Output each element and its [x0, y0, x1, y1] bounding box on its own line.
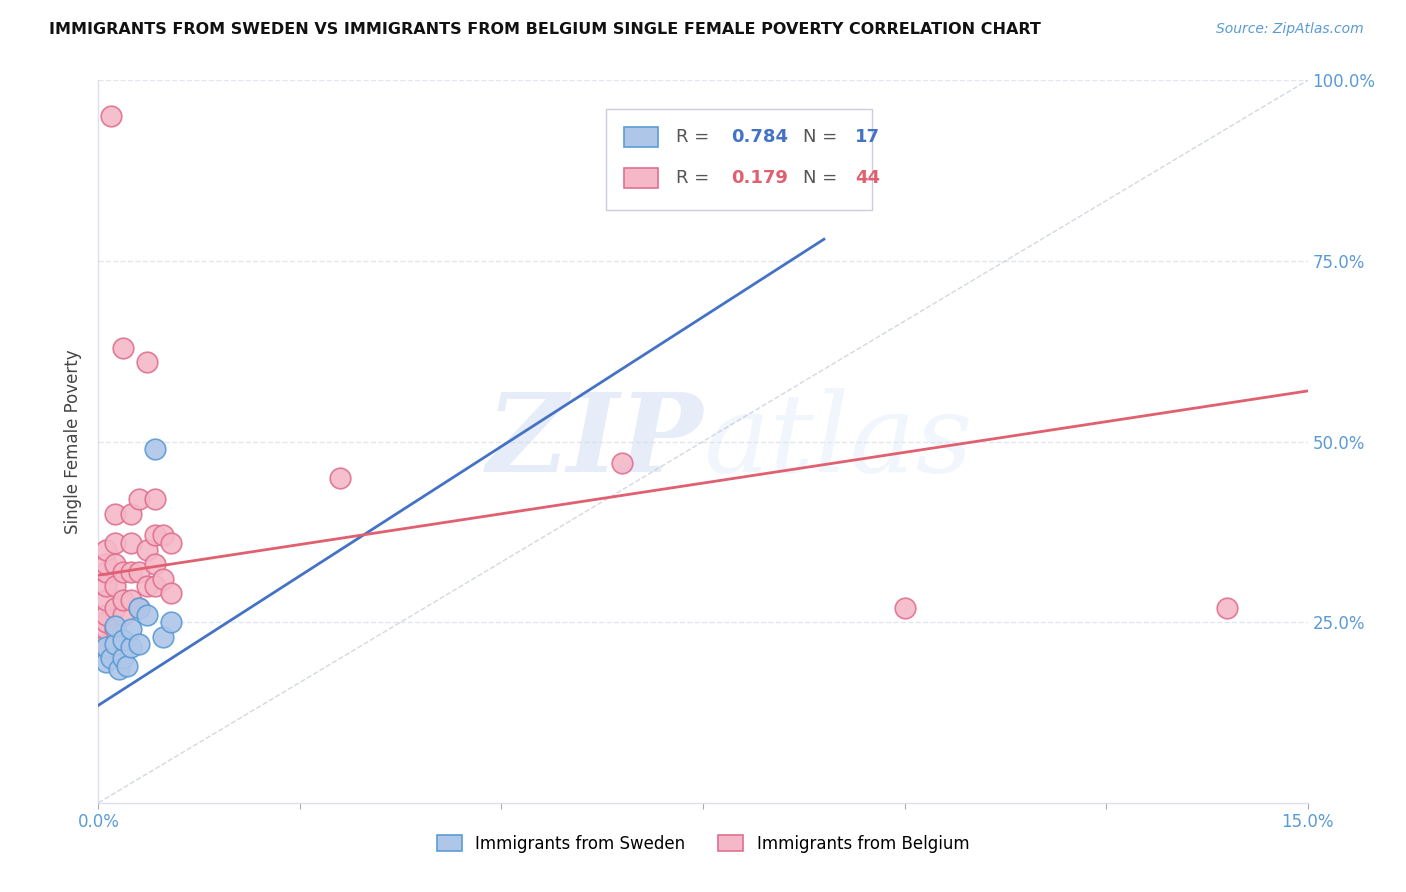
Point — [111, 593, 134, 607]
Point — [329, 470, 352, 484]
Point — [135, 355, 157, 369]
Text: R =: R = — [676, 128, 716, 145]
Point — [103, 637, 125, 651]
Text: 0.179: 0.179 — [731, 169, 787, 186]
Point — [128, 492, 150, 507]
Point — [160, 586, 183, 600]
Text: ZIP: ZIP — [486, 388, 703, 495]
Point — [107, 662, 129, 676]
Point — [100, 651, 122, 665]
Point — [120, 593, 142, 607]
Point — [96, 623, 118, 637]
Y-axis label: Single Female Poverty: Single Female Poverty — [65, 350, 83, 533]
Text: 44: 44 — [855, 169, 880, 186]
Point — [111, 565, 134, 579]
Point — [96, 607, 118, 622]
Point — [103, 535, 125, 549]
Point — [96, 542, 118, 557]
Point — [103, 600, 125, 615]
Point — [96, 655, 118, 669]
Text: 0.784: 0.784 — [731, 128, 787, 145]
Text: Source: ZipAtlas.com: Source: ZipAtlas.com — [1216, 22, 1364, 37]
Point — [152, 572, 174, 586]
Point — [103, 623, 125, 637]
FancyBboxPatch shape — [606, 109, 872, 211]
Point — [103, 619, 125, 633]
Point — [120, 507, 142, 521]
Text: N =: N = — [803, 169, 844, 186]
Point — [612, 456, 634, 470]
Point — [111, 633, 134, 648]
Text: IMMIGRANTS FROM SWEDEN VS IMMIGRANTS FROM BELGIUM SINGLE FEMALE POVERTY CORRELAT: IMMIGRANTS FROM SWEDEN VS IMMIGRANTS FRO… — [49, 22, 1040, 37]
Point — [96, 640, 118, 655]
Point — [103, 637, 125, 651]
Point — [96, 579, 118, 593]
Point — [135, 607, 157, 622]
Point — [96, 565, 118, 579]
Point — [128, 600, 150, 615]
Point — [120, 623, 142, 637]
Point — [143, 442, 166, 456]
Text: atlas: atlas — [703, 388, 973, 495]
Point — [152, 630, 174, 644]
Point — [111, 651, 134, 665]
Point — [152, 528, 174, 542]
Point — [143, 579, 166, 593]
Point — [115, 658, 138, 673]
Point — [143, 492, 166, 507]
Point — [160, 535, 183, 549]
Text: R =: R = — [676, 169, 716, 186]
Point — [1216, 600, 1239, 615]
Point — [135, 542, 157, 557]
Point — [120, 565, 142, 579]
Point — [96, 615, 118, 630]
Point — [96, 558, 118, 572]
Point — [103, 558, 125, 572]
Point — [103, 507, 125, 521]
Text: N =: N = — [803, 128, 844, 145]
Point — [96, 637, 118, 651]
Point — [160, 615, 183, 630]
Point — [128, 565, 150, 579]
Point — [100, 110, 122, 124]
Point — [135, 579, 157, 593]
Point — [111, 607, 134, 622]
Point — [128, 600, 150, 615]
Point — [893, 600, 915, 615]
Point — [120, 640, 142, 655]
FancyBboxPatch shape — [624, 168, 658, 188]
FancyBboxPatch shape — [624, 127, 658, 147]
Point — [111, 341, 134, 355]
Point — [143, 558, 166, 572]
Point — [120, 535, 142, 549]
Point — [128, 637, 150, 651]
Point — [96, 644, 118, 658]
Point — [103, 579, 125, 593]
Legend: Immigrants from Sweden, Immigrants from Belgium: Immigrants from Sweden, Immigrants from … — [430, 828, 976, 860]
Point — [143, 528, 166, 542]
Text: 17: 17 — [855, 128, 880, 145]
Point — [96, 593, 118, 607]
